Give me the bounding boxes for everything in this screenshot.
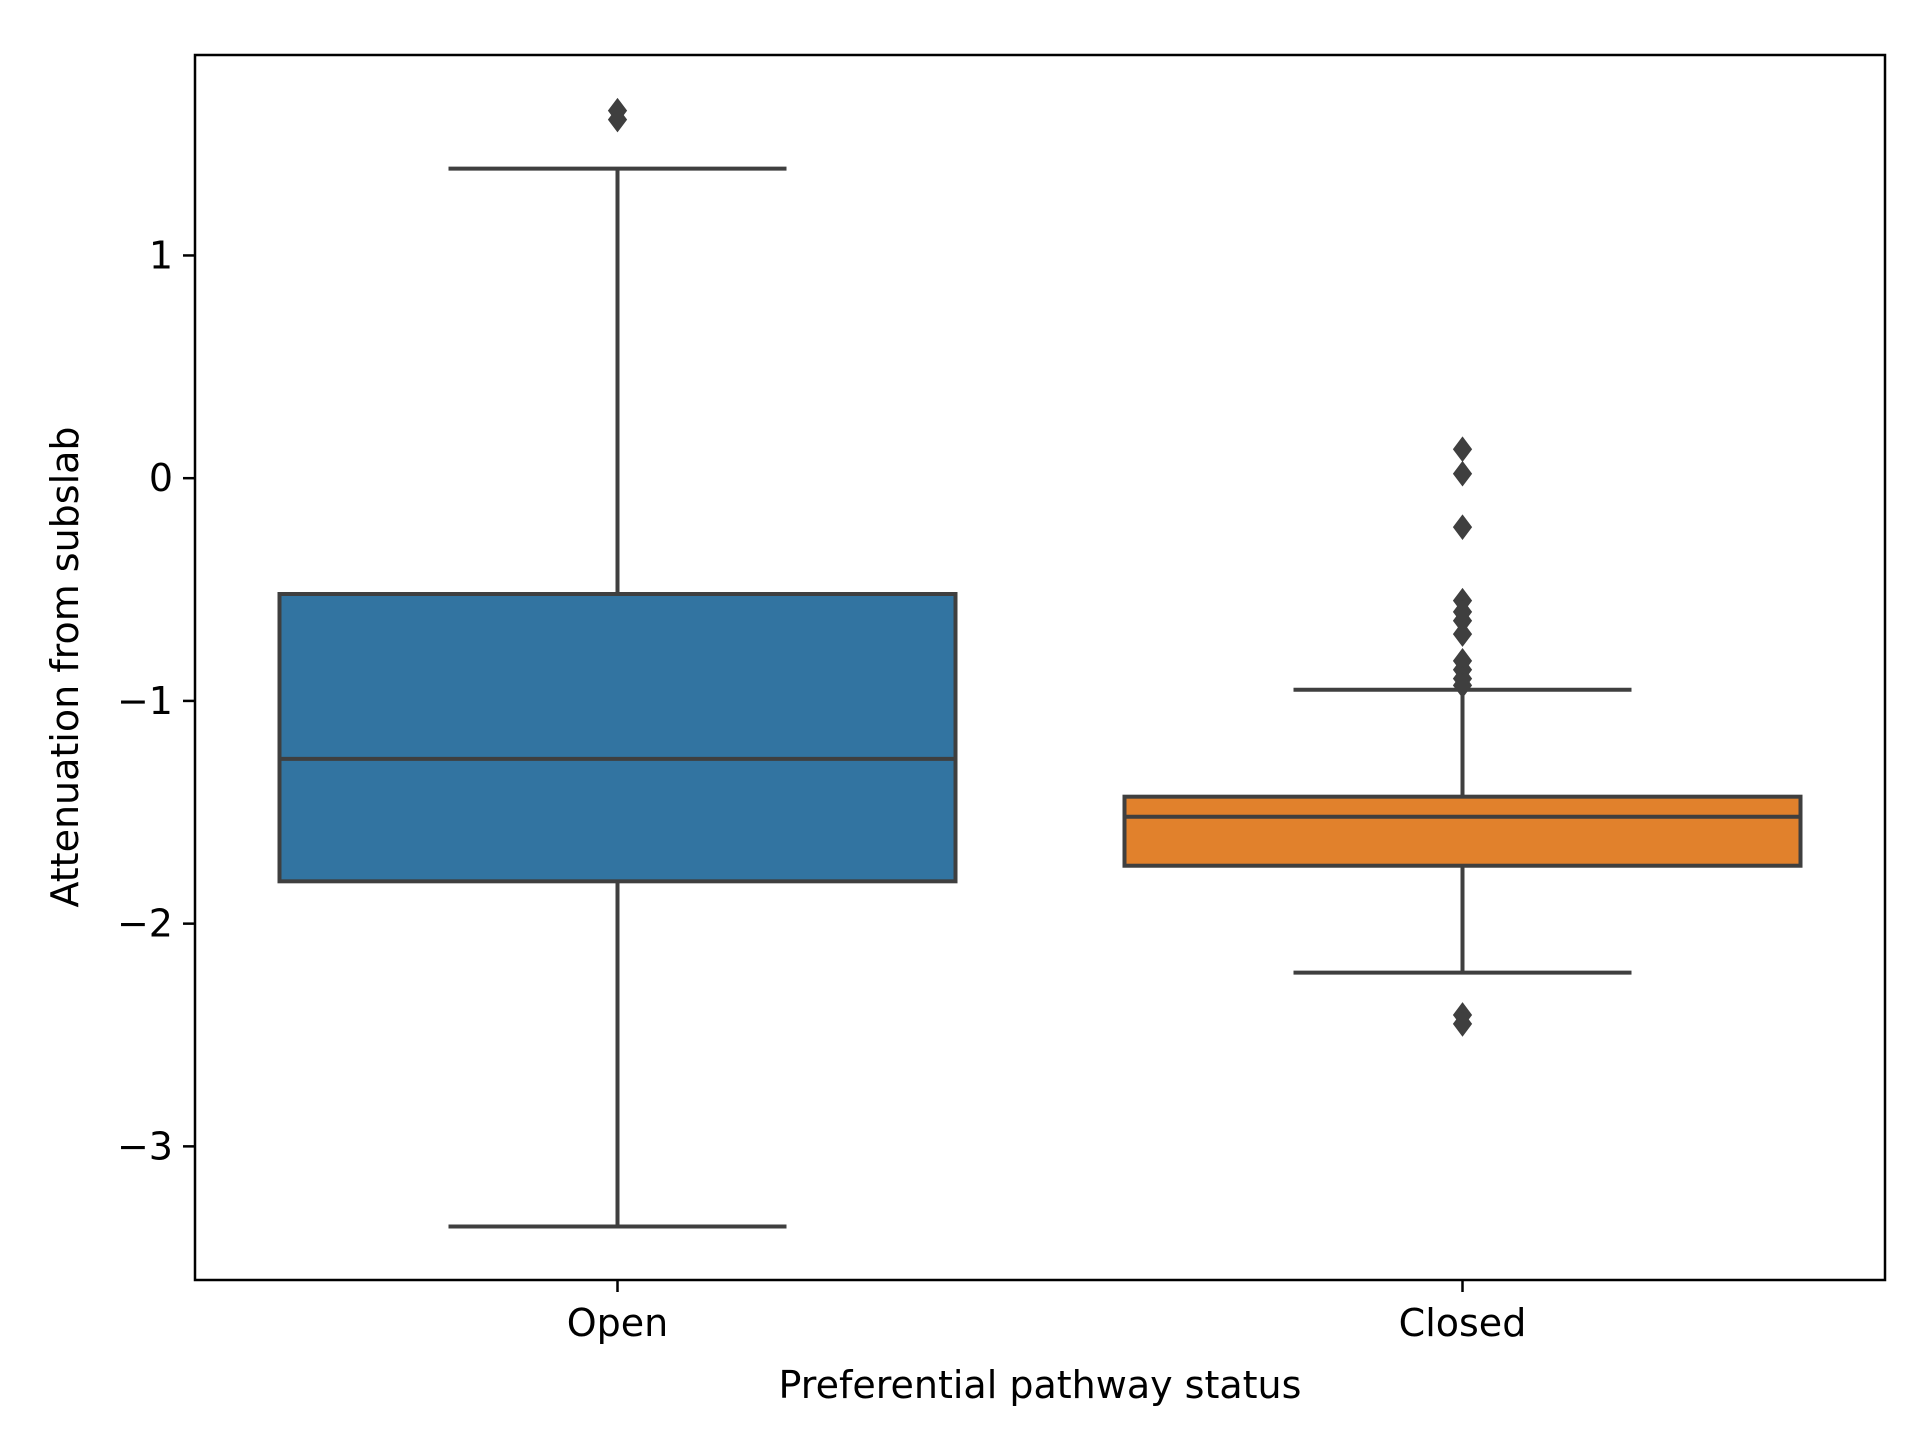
iqr-box: [1122, 794, 1803, 868]
x-tick-label: Closed: [1399, 1301, 1527, 1345]
outlier-point: [1452, 460, 1473, 487]
y-tick-label: 0: [149, 456, 173, 500]
outlier-point: [1452, 514, 1473, 541]
y-tick-label: −3: [117, 1124, 173, 1168]
x-tick-label: Open: [567, 1301, 669, 1345]
plot-area-frame: [193, 53, 1887, 1282]
x-axis-ticks: Open Closed: [567, 1280, 1527, 1345]
outlier-point: [1452, 1011, 1473, 1037]
y-tick-label: 1: [149, 233, 173, 277]
outlier-point: [1452, 621, 1473, 647]
outlier-point: [607, 106, 628, 133]
box-group-closed: [1122, 436, 1803, 1037]
y-tick-label: −1: [117, 679, 173, 723]
x-axis-label: Preferential pathway status: [779, 1363, 1302, 1407]
y-axis-ticks: 1 0 −1 −2 −3: [117, 233, 195, 1168]
outlier-point: [1452, 672, 1473, 699]
y-axis-label: Attenuation from subslab: [43, 426, 87, 907]
boxes-layer: [277, 97, 1803, 1229]
iqr-box: [277, 592, 958, 884]
y-tick-label: −2: [117, 902, 173, 946]
box-group-open: [277, 97, 958, 1229]
